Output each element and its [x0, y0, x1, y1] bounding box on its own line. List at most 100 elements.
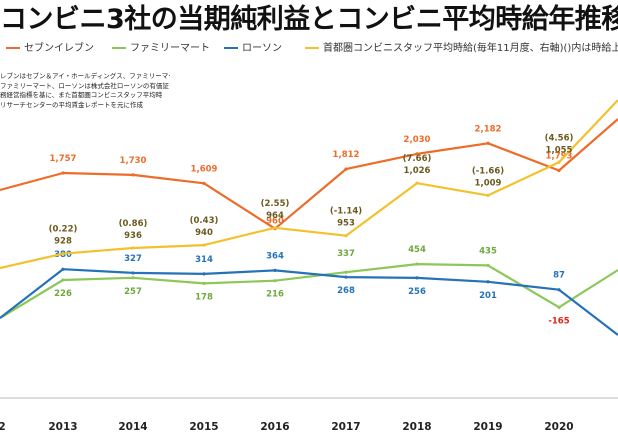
data-label-wage: 1,026	[404, 166, 431, 176]
x-tick-label: 2	[0, 421, 6, 433]
data-point-wage	[273, 226, 277, 230]
data-point-familymart	[273, 279, 277, 283]
rate-label-wage: (-1.66)	[472, 166, 504, 176]
data-point-seven	[415, 152, 419, 156]
x-tick-label: 2014	[118, 421, 147, 433]
rate-label-wage: (7.66)	[403, 154, 432, 164]
data-label-wage: 964	[266, 211, 284, 221]
legend-label-wage: 首都圏コンビニスタッフ平均時給(毎年11月度、右軸)()内は時給上昇率	[323, 43, 618, 54]
series-line-seven	[0, 118, 618, 230]
chart-title: コンビニ3社の当期純利益とコンビニ平均時給年推移	[0, 4, 618, 35]
legend-label-familymart: ファミリーマート	[130, 43, 210, 54]
data-label-familymart: 435	[479, 246, 497, 256]
data-point-wage	[61, 252, 65, 256]
x-tick-label: 2020	[544, 421, 573, 433]
data-label-familymart: 337	[337, 249, 355, 259]
data-point-seven	[61, 171, 65, 175]
series-line-lawson	[0, 268, 618, 336]
data-label-lawson: 268	[337, 286, 355, 296]
data-label-seven: 2,030	[404, 135, 431, 145]
legend-item-seven: セブンイレブン	[6, 41, 94, 57]
data-label-lawson: 256	[408, 287, 426, 297]
data-point-lawson	[131, 271, 135, 275]
data-point-lawson	[273, 268, 277, 272]
data-label-familymart: 226	[54, 289, 72, 299]
data-point-familymart	[486, 263, 490, 267]
rate-label-wage: (0.43)	[190, 216, 219, 226]
data-point-lawson	[415, 276, 419, 280]
x-tick-label: 2018	[402, 421, 431, 433]
data-label-wage: 940	[195, 228, 213, 238]
data-point-lawson	[202, 272, 206, 276]
data-label-wage: 1,055	[546, 145, 573, 155]
data-point-wage	[486, 193, 490, 197]
data-label-lawson: 201	[479, 291, 497, 301]
data-label-familymart: -165	[548, 316, 569, 326]
data-label-lawson: 87	[553, 271, 565, 281]
rate-label-wage: (2.55)	[261, 199, 290, 209]
data-point-wage	[415, 181, 419, 185]
data-point-lawson	[557, 288, 561, 292]
data-point-seven	[557, 168, 561, 173]
x-tick-label: 2019	[473, 421, 502, 433]
legend-item-wage: 首都圏コンビニスタッフ平均時給(毎年11月度、右軸)()内は時給上昇率	[305, 41, 618, 57]
data-point-familymart	[61, 278, 65, 282]
data-point-seven	[344, 167, 348, 171]
legend: セブンイレブン ファミリーマート ローソン 首都圏コンビニスタッフ平均時給(毎年…	[0, 41, 618, 57]
rate-label-wage: (-1.14)	[330, 207, 362, 217]
data-label-familymart: 216	[266, 290, 284, 300]
data-point-lawson	[344, 275, 348, 279]
source-note-line: リサーチセンターの平均賃金レポートを元に作成	[0, 100, 143, 109]
data-point-seven	[202, 181, 206, 185]
legend-swatch-lawson	[224, 47, 238, 49]
data-point-wage	[202, 243, 206, 247]
data-point-lawson	[486, 280, 490, 284]
data-point-seven	[486, 141, 490, 145]
data-point-lawson	[61, 267, 65, 271]
rate-label-wage: (0.22)	[49, 225, 78, 235]
data-label-seven: 1,812	[333, 150, 360, 160]
legend-item-familymart: ファミリーマート	[112, 41, 210, 57]
data-point-familymart	[344, 270, 348, 274]
source-note-line: 務経営指標を基に、また首都圏コンビニスタッフ平均時	[0, 91, 163, 99]
legend-swatch-familymart	[112, 47, 126, 49]
source-note-line: ファミリーマート、ローソンは株式会社ローソンの有価証	[0, 81, 169, 90]
data-label-seven: 1,793	[546, 151, 573, 161]
source-note: レブンはセブン＆アイ・ホールディングス、ファミリーマー ファミリーマート、ローソ…	[0, 72, 170, 110]
data-label-seven: 1,609	[191, 164, 218, 174]
data-label-seven: 1,730	[120, 156, 147, 166]
source-note-line: レブンはセブン＆アイ・ホールディングス、ファミリーマー	[0, 72, 170, 80]
data-label-wage: 953	[337, 219, 355, 229]
x-tick-label: 2017	[331, 421, 360, 433]
data-point-familymart	[415, 262, 419, 266]
rate-label-wage: (4.56)	[545, 133, 574, 143]
x-tick-label: 2016	[260, 421, 289, 433]
data-point-wage	[131, 246, 135, 250]
series-line-familymart	[0, 263, 618, 319]
data-label-seven: 960	[266, 217, 284, 227]
data-label-seven: 1,757	[50, 154, 77, 164]
data-point-familymart	[131, 276, 135, 280]
legend-swatch-seven	[6, 47, 20, 49]
legend-label-lawson: ローソン	[242, 43, 282, 54]
data-label-familymart: 178	[195, 292, 213, 302]
data-point-familymart	[557, 305, 561, 309]
legend-swatch-wage	[305, 47, 319, 49]
legend-label-seven: セブンイレブン	[24, 43, 94, 54]
data-label-wage: 928	[54, 237, 72, 247]
legend-item-lawson: ローソン	[224, 41, 282, 57]
data-point-seven	[131, 173, 135, 177]
data-label-wage: 1,009	[475, 178, 502, 188]
data-label-wage: 936	[124, 231, 142, 241]
data-label-familymart: 454	[408, 245, 426, 255]
data-label-seven: 2,182	[475, 124, 502, 134]
data-point-wage	[557, 160, 561, 164]
data-label-lawson: 314	[195, 255, 213, 265]
data-point-familymart	[202, 281, 206, 285]
x-tick-label: 2015	[189, 421, 218, 433]
x-tick-label: 2013	[48, 421, 77, 433]
data-label-lawson: 364	[266, 251, 284, 261]
rate-label-wage: (0.86)	[119, 219, 148, 229]
data-point-wage	[344, 234, 348, 238]
